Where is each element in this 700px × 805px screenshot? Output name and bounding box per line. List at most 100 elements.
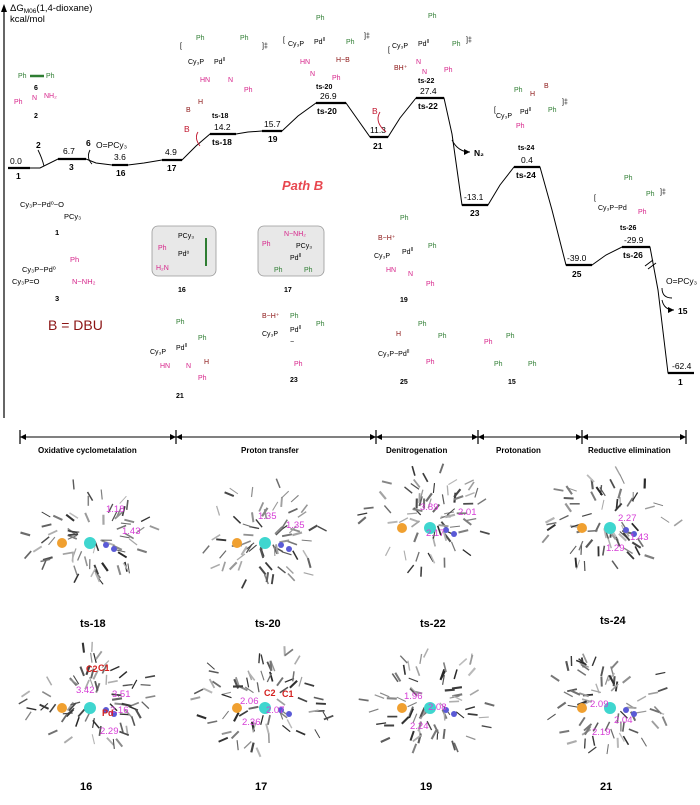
molecule-bond <box>112 738 115 749</box>
molecule-bond <box>577 669 587 676</box>
molecule-bond <box>288 507 298 514</box>
molecule-bond <box>583 723 593 732</box>
molecule-bond <box>612 676 616 687</box>
svg-text:Ph: Ph <box>290 313 299 320</box>
geometry-label: 21 <box>600 781 612 793</box>
molecule-bond <box>62 551 73 556</box>
molecule-bond <box>94 572 101 583</box>
molecule-bond <box>575 659 586 665</box>
molecule-bond <box>406 564 415 574</box>
molecule-bond <box>583 738 586 749</box>
axis-label: ΔGM06(1,4-dioxane) <box>10 3 92 15</box>
bond-distance: 1.35 <box>258 511 277 522</box>
molecule-bond <box>106 737 115 746</box>
molecule-bond <box>578 716 586 727</box>
bond-distance: 2.29 <box>100 726 119 737</box>
molecule-bond <box>547 713 556 721</box>
molecule-bond <box>477 498 487 505</box>
molecule-bond <box>303 572 314 576</box>
svg-text:Ph: Ph <box>514 87 523 94</box>
molecule-bond <box>657 687 668 693</box>
reagent-2: 2 <box>36 140 41 150</box>
svg-text:Cy₃P: Cy₃P <box>288 41 304 48</box>
molecule-bond <box>452 695 463 702</box>
svg-text:ts-22: ts-22 <box>418 78 434 85</box>
molecule-bond <box>111 693 122 697</box>
molecule-bond <box>145 695 156 699</box>
molecule-bond <box>294 655 301 665</box>
molecule-bond <box>269 660 273 671</box>
molecule-bond <box>599 487 606 497</box>
bond-distance: 3.42 <box>76 685 95 696</box>
molecule-bond <box>308 709 319 713</box>
molecule-bond <box>622 721 625 732</box>
molecule-bond <box>610 728 615 739</box>
molecule-bond <box>404 486 413 494</box>
nitrogen-atom <box>111 546 117 552</box>
svg-text:[: [ <box>594 195 596 202</box>
molecule-bond <box>46 676 53 686</box>
molecule-bond <box>383 505 392 514</box>
atom-label: Pd <box>102 708 114 718</box>
reagent-opcy3: O=PCy₃ <box>666 276 697 286</box>
svg-text:Ph: Ph <box>346 39 355 46</box>
molecule-bond <box>302 549 309 560</box>
molecule-bond <box>83 556 88 567</box>
svg-text:Ph: Ph <box>438 333 447 340</box>
molecule-bond <box>479 530 490 535</box>
molecule-bond <box>559 729 570 734</box>
svg-text:Ph: Ph <box>624 175 633 182</box>
svg-text:Ph: Ph <box>70 255 79 264</box>
nitrogen-atom <box>286 546 292 552</box>
palladium-atom <box>604 702 616 714</box>
molecule-bond <box>403 550 407 561</box>
molecule-bond <box>304 682 315 687</box>
stage-label: Protonation <box>496 446 541 455</box>
molecule-bond <box>418 496 423 507</box>
molecule-bond <box>411 743 418 754</box>
molecule-bond <box>119 713 130 716</box>
svg-text:PdII: PdII <box>290 253 301 262</box>
molecule-bond <box>442 530 448 541</box>
stage-label: Reductive elimination <box>588 446 671 455</box>
svg-text:Ph: Ph <box>18 73 27 80</box>
molecule-bond <box>242 523 253 528</box>
molecule-bond <box>270 574 275 585</box>
svg-text:B: B <box>544 83 549 90</box>
molecule-bond <box>274 526 284 535</box>
nitrogen-atom <box>103 707 109 713</box>
svg-text:ts-18: ts-18 <box>212 113 228 120</box>
palladium-atom <box>424 702 436 714</box>
molecule-bond <box>415 551 420 562</box>
level-value: 11.3 <box>370 125 386 135</box>
molecule-bond <box>117 551 128 559</box>
molecule-bond <box>578 540 584 551</box>
svg-text:[: [ <box>494 107 496 114</box>
molecule-bond <box>264 561 273 571</box>
geometry-label: 17 <box>255 781 267 793</box>
molecule-bond <box>622 735 630 746</box>
svg-text:H: H <box>204 359 209 366</box>
svg-text:21: 21 <box>176 393 184 400</box>
molecule-bond <box>655 671 666 676</box>
molecule-bond <box>245 544 253 554</box>
svg-text:N: N <box>32 95 37 102</box>
molecule-bond <box>579 662 590 668</box>
molecule-bond <box>595 486 604 496</box>
bond-distance: 1.35 <box>286 520 305 531</box>
svg-text:[: [ <box>283 37 285 44</box>
molecule-bond <box>376 722 387 725</box>
svg-text:N−NH₂: N−NH₂ <box>284 231 306 238</box>
level-label: ts-26 <box>623 250 643 260</box>
molecule-bond <box>111 511 118 522</box>
molecule-bond <box>604 675 610 685</box>
geometry-label: ts-20 <box>255 618 281 630</box>
molecule-bond <box>644 505 655 510</box>
molecule-bond <box>574 557 578 568</box>
molecule-bond <box>119 495 127 504</box>
svg-text:Ph: Ph <box>240 35 249 42</box>
reagent-arrows: 2 6 O=PCy₃ B B N₂ O=PCy₃ 15 <box>36 106 697 316</box>
svg-text:]‡: ]‡ <box>466 37 472 44</box>
molecule-bond <box>660 516 670 523</box>
structure-15: Ph Ph Ph Ph 15 <box>484 333 537 386</box>
